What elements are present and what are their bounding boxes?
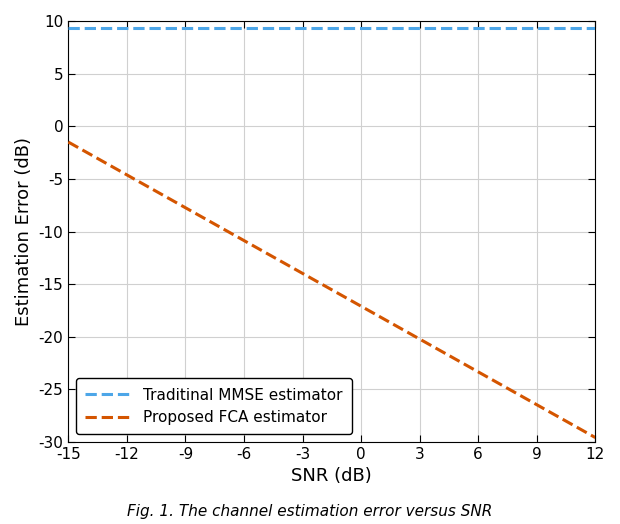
Traditinal MMSE estimator xyxy=(118,25,126,31)
Y-axis label: Estimation Error (dB): Estimation Error (dB) xyxy=(15,137,33,326)
Traditinal MMSE estimator xyxy=(427,25,434,31)
Traditinal MMSE estimator xyxy=(297,25,304,31)
Proposed FCA estimator xyxy=(485,375,492,381)
Proposed FCA estimator xyxy=(297,269,304,275)
Line: Proposed FCA estimator: Proposed FCA estimator xyxy=(68,142,595,438)
Proposed FCA estimator xyxy=(278,258,285,265)
Proposed FCA estimator xyxy=(591,434,599,441)
Traditinal MMSE estimator xyxy=(476,25,483,31)
X-axis label: SNR (dB): SNR (dB) xyxy=(291,467,372,485)
Proposed FCA estimator xyxy=(118,169,126,176)
Traditinal MMSE estimator xyxy=(64,25,72,31)
Text: Fig. 1. The channel estimation error versus SNR: Fig. 1. The channel estimation error ver… xyxy=(127,504,493,519)
Proposed FCA estimator xyxy=(427,342,434,348)
Legend: Traditinal MMSE estimator, Proposed FCA estimator: Traditinal MMSE estimator, Proposed FCA … xyxy=(76,378,352,434)
Traditinal MMSE estimator xyxy=(591,25,599,31)
Proposed FCA estimator xyxy=(64,139,72,145)
Proposed FCA estimator xyxy=(476,369,483,376)
Traditinal MMSE estimator xyxy=(278,25,285,31)
Traditinal MMSE estimator xyxy=(485,25,492,31)
